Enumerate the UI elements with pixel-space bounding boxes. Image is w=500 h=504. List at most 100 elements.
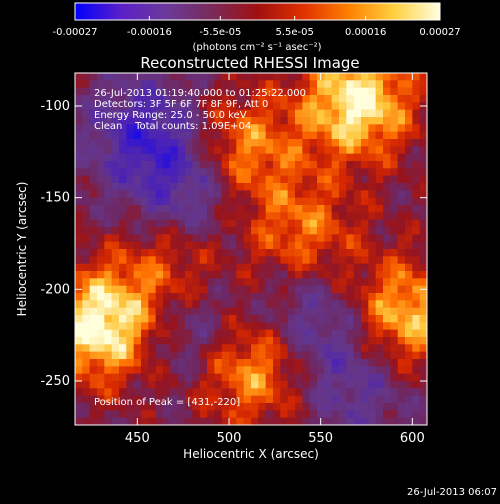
heatmap-cell bbox=[243, 153, 252, 162]
heatmap-cell bbox=[317, 366, 325, 374]
heatmap-cell bbox=[295, 381, 303, 389]
heatmap-cell bbox=[317, 227, 325, 235]
heatmap-cell bbox=[133, 197, 142, 206]
heatmap-cell bbox=[192, 87, 200, 96]
heatmap-cell bbox=[243, 161, 252, 169]
heatmap-cell bbox=[302, 102, 310, 110]
heatmap-cell bbox=[346, 285, 354, 294]
heatmap-cell bbox=[251, 307, 259, 316]
heatmap-cell bbox=[214, 293, 222, 301]
heatmap-cell bbox=[309, 117, 318, 125]
heatmap-cell bbox=[390, 300, 398, 308]
heatmap-cell bbox=[331, 403, 340, 411]
heatmap-cell bbox=[258, 168, 266, 176]
heatmap-cell bbox=[185, 131, 193, 140]
heatmap-cell bbox=[258, 300, 266, 308]
heatmap-cell bbox=[148, 73, 156, 81]
heatmap-cell bbox=[185, 271, 193, 279]
heatmap-cell bbox=[368, 315, 376, 323]
heatmap-cell bbox=[353, 249, 362, 257]
heatmap-cell bbox=[419, 80, 428, 88]
heatmap-cell bbox=[82, 373, 90, 382]
heatmap-cell bbox=[287, 80, 296, 88]
heatmap-cell bbox=[119, 388, 127, 396]
heatmap-cell bbox=[383, 241, 391, 250]
heatmap-cell bbox=[251, 227, 259, 235]
heatmap-cell bbox=[251, 337, 259, 345]
heatmap-cell bbox=[419, 219, 428, 228]
heatmap-cell bbox=[383, 388, 391, 396]
heatmap-cell bbox=[199, 373, 208, 382]
heatmap-cell bbox=[361, 307, 369, 316]
heatmap-cell bbox=[126, 293, 134, 301]
heatmap-cell bbox=[265, 403, 274, 411]
heatmap-cell bbox=[280, 234, 288, 242]
heatmap-cell bbox=[163, 271, 171, 279]
heatmap-cell bbox=[133, 381, 142, 389]
heatmap-cell bbox=[353, 307, 362, 316]
heatmap-cell bbox=[397, 227, 406, 235]
heatmap-cell bbox=[258, 344, 266, 352]
heatmap-cell bbox=[148, 278, 156, 286]
heatmap-cell bbox=[214, 131, 222, 140]
heatmap-cell bbox=[148, 417, 156, 426]
heatmap-cell bbox=[353, 205, 362, 213]
heatmap-cell bbox=[104, 161, 112, 169]
heatmap-cell bbox=[141, 381, 149, 389]
heatmap-cell bbox=[126, 366, 134, 374]
heatmap-cell bbox=[331, 205, 340, 213]
heatmap-cell bbox=[89, 131, 98, 140]
heatmap-cell bbox=[361, 146, 369, 154]
heatmap-cell bbox=[126, 124, 134, 132]
heatmap-cell bbox=[265, 322, 274, 330]
heatmap-cell bbox=[419, 183, 428, 191]
heatmap-cell bbox=[390, 293, 398, 301]
heatmap-cell bbox=[221, 256, 230, 264]
heatmap-cell bbox=[353, 168, 362, 176]
heatmap-cell bbox=[192, 168, 200, 176]
heatmap-cell bbox=[155, 139, 164, 147]
heatmap-cell bbox=[163, 131, 171, 140]
heatmap-cell bbox=[170, 271, 178, 279]
heatmap-cell bbox=[412, 322, 420, 330]
heatmap-cell bbox=[383, 175, 391, 184]
x-tick-label: 550 bbox=[308, 431, 333, 446]
heatmap-cell bbox=[405, 395, 413, 404]
heatmap-cell bbox=[317, 307, 325, 316]
heatmap-cell bbox=[331, 153, 340, 162]
heatmap-cell bbox=[170, 102, 178, 110]
heatmap-cell bbox=[221, 285, 230, 294]
heatmap-cell bbox=[361, 293, 369, 301]
heatmap-cell bbox=[236, 417, 244, 426]
heatmap-cell bbox=[273, 175, 281, 184]
heatmap-cell bbox=[346, 263, 354, 272]
heatmap-cell bbox=[361, 337, 369, 345]
heatmap-cell bbox=[383, 205, 391, 213]
heatmap-cell bbox=[89, 359, 98, 367]
heatmap-cell bbox=[199, 403, 208, 411]
heatmap-cell bbox=[170, 131, 178, 140]
heatmap-cell bbox=[133, 388, 142, 396]
heatmap-cell bbox=[82, 307, 90, 316]
heatmap-cell bbox=[331, 146, 340, 154]
heatmap-cell bbox=[148, 329, 156, 338]
heatmap-cell bbox=[302, 307, 310, 316]
heatmap-cell bbox=[390, 102, 398, 110]
heatmap-cell bbox=[295, 124, 303, 132]
heatmap-cell bbox=[111, 212, 120, 220]
heatmap-cell bbox=[324, 234, 332, 242]
heatmap-cell bbox=[368, 344, 376, 352]
heatmap-cell bbox=[82, 117, 90, 125]
heatmap-cell bbox=[375, 373, 384, 382]
heatmap-cell bbox=[111, 95, 120, 103]
heatmap-cell bbox=[353, 139, 362, 147]
heatmap-cell bbox=[251, 87, 259, 96]
heatmap-cell bbox=[192, 322, 200, 330]
heatmap-cell bbox=[243, 395, 252, 404]
heatmap-cell bbox=[383, 109, 391, 118]
heatmap-cell bbox=[185, 146, 193, 154]
heatmap-cell bbox=[331, 388, 340, 396]
heatmap-cell bbox=[155, 153, 164, 162]
heatmap-cell bbox=[141, 271, 149, 279]
heatmap-cell bbox=[295, 359, 303, 367]
